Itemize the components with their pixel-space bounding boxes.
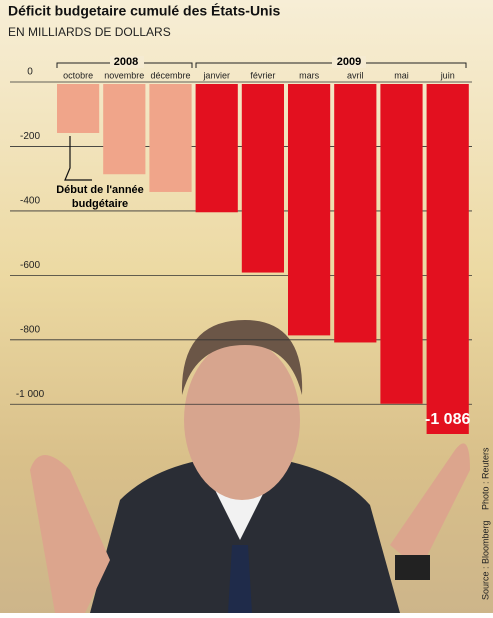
y-tick-label: -200: [20, 131, 40, 142]
bar: [57, 84, 100, 133]
x-tick-label: novembre: [104, 70, 144, 80]
y-tick-label: -400: [20, 196, 40, 207]
x-tick-label: avril: [347, 70, 364, 80]
bar: [380, 84, 423, 404]
annotation: Début de l'année: [56, 184, 144, 196]
credit: Photo : Reuters: [480, 447, 490, 510]
bar: [103, 84, 146, 175]
y-tick-label: -800: [20, 324, 40, 335]
x-tick-label: juin: [440, 70, 455, 80]
source: Source : Bloomberg: [480, 520, 490, 600]
bar: [288, 84, 331, 336]
group-label: 2009: [337, 56, 361, 68]
bar: [334, 84, 377, 343]
x-tick-label: décembre: [150, 70, 190, 80]
data-label: -1 086: [425, 411, 470, 428]
x-tick-label: octobre: [63, 70, 93, 80]
group-label-bg: [332, 56, 366, 68]
chart-subtitle: EN MILLIARDS DE DOLLARS: [8, 25, 171, 39]
photo: [30, 320, 470, 613]
bar: [241, 84, 284, 273]
x-tick-label: mai: [394, 70, 409, 80]
annotation: budgétaire: [72, 198, 128, 210]
x-tick-label: janvier: [202, 70, 230, 80]
annotation-line: [64, 136, 92, 181]
bar: [149, 84, 192, 192]
y-tick-label: -1 000: [16, 389, 45, 400]
x-tick-label: mars: [299, 70, 319, 80]
x-tick-label: février: [250, 70, 275, 80]
bar: [195, 84, 238, 213]
group-label: 2008: [114, 56, 138, 68]
chart-title: Déficit budgetaire cumulé des États-Unis: [8, 3, 280, 19]
group-label-bg: [110, 56, 144, 68]
bar: [426, 84, 469, 434]
y-tick-label: -600: [20, 260, 40, 271]
y-tick-label: 0: [27, 67, 33, 78]
